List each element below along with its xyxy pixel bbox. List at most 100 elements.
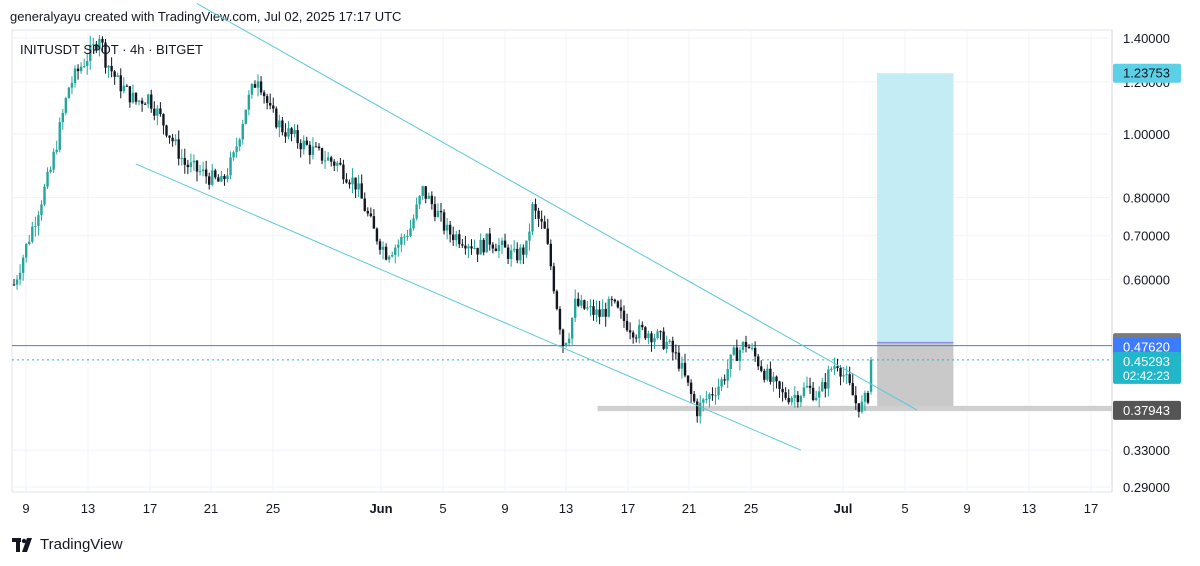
time-tick: 13 — [81, 501, 95, 516]
candle-body — [421, 186, 424, 196]
candle-body — [613, 299, 617, 302]
price-label-stop[interactable]: 0.37943 — [1113, 400, 1181, 420]
candle-body — [226, 175, 229, 180]
candle-body — [561, 329, 565, 347]
price-label-value: 0.37943 — [1123, 403, 1170, 418]
candle-body — [680, 362, 684, 369]
candle-body — [839, 367, 842, 377]
candle-body — [400, 236, 403, 245]
candle-body — [549, 243, 552, 267]
candle-body — [586, 307, 589, 309]
candle-body — [113, 71, 116, 77]
candle-body — [647, 333, 650, 339]
candle-body — [436, 210, 440, 217]
candle-body — [482, 239, 485, 253]
candle-body — [534, 204, 537, 211]
candle-body — [427, 195, 430, 199]
candle-body — [156, 108, 159, 116]
candle-body — [592, 306, 595, 315]
candle-body — [147, 94, 150, 105]
candle-body — [177, 139, 180, 159]
candle-body — [372, 216, 376, 229]
candle-body — [714, 395, 717, 397]
candle-body — [189, 162, 193, 168]
tradingview-brand[interactable]: TradingView — [12, 536, 123, 553]
candle-body — [818, 391, 821, 398]
candle-body — [616, 301, 620, 308]
candle-body — [223, 175, 226, 180]
time-tick: 9 — [22, 501, 29, 516]
candle-body — [595, 309, 598, 315]
candle-body — [317, 146, 321, 149]
candle-body — [192, 160, 196, 163]
candle-body — [418, 195, 421, 205]
candle-body — [866, 392, 870, 403]
symbol-title[interactable]: INITUSDT SPOT · 4h · BITGET — [20, 42, 203, 57]
channel-lines — [135, 3, 918, 451]
candle-body — [21, 257, 25, 273]
candle-body — [500, 240, 504, 246]
candle-body — [772, 376, 775, 382]
candle-body — [726, 368, 729, 381]
time-tick: 9 — [963, 501, 970, 516]
candle-body — [415, 204, 418, 219]
candle-body — [607, 298, 610, 317]
candle-body — [610, 298, 613, 300]
candle-body — [131, 92, 135, 103]
candle-body — [766, 368, 769, 380]
candle-body — [531, 204, 534, 232]
target-zone[interactable] — [877, 73, 954, 343]
candle-body — [110, 65, 113, 72]
candle-body — [165, 125, 168, 136]
candle-body — [98, 38, 101, 50]
candle-body — [686, 375, 690, 383]
candle-body — [506, 247, 510, 259]
time-tick: 17 — [143, 501, 157, 516]
time-tick: 21 — [204, 501, 218, 516]
price-label-current[interactable]: 0.47620 — [1113, 337, 1181, 357]
candle-body — [552, 266, 556, 292]
price-tick: 0.60000 — [1123, 273, 1170, 288]
candle-body — [308, 144, 312, 155]
candle-body — [76, 68, 80, 72]
candle-body — [34, 225, 37, 227]
candle-body — [708, 394, 711, 399]
candle-body — [143, 103, 147, 105]
candle-body — [406, 235, 409, 237]
candle-body — [540, 218, 543, 222]
price-label-target[interactable]: 1.23753 — [1113, 63, 1181, 83]
candle-body — [509, 250, 513, 259]
candle-body — [204, 169, 208, 177]
candle-body — [43, 186, 46, 205]
candle-body — [854, 395, 857, 404]
channel-lower-line[interactable] — [135, 163, 802, 451]
candle-body — [799, 396, 803, 403]
candle-body — [296, 130, 299, 144]
candle-body — [397, 244, 400, 248]
candle-body — [564, 343, 568, 347]
candle-body — [598, 309, 601, 317]
candles — [12, 35, 873, 424]
candle-body — [452, 234, 455, 241]
candle-body — [162, 114, 165, 126]
time-tick: 5 — [901, 501, 908, 516]
candle-body — [366, 210, 369, 214]
candle-body — [95, 44, 98, 50]
candle-body — [25, 243, 28, 258]
candle-body — [494, 248, 498, 252]
candle-body — [677, 352, 681, 369]
candle-body — [265, 96, 269, 103]
channel-upper-line[interactable] — [196, 3, 918, 411]
stop-zone[interactable] — [877, 342, 954, 411]
candle-body — [220, 175, 223, 182]
candle-body — [802, 387, 806, 397]
candle-body — [339, 162, 342, 165]
candle-body — [644, 327, 647, 339]
support-zone[interactable] — [597, 405, 1112, 412]
candle-body — [394, 247, 397, 255]
candle-body — [516, 248, 519, 261]
candle-body — [174, 139, 177, 142]
candle-body — [784, 392, 787, 398]
